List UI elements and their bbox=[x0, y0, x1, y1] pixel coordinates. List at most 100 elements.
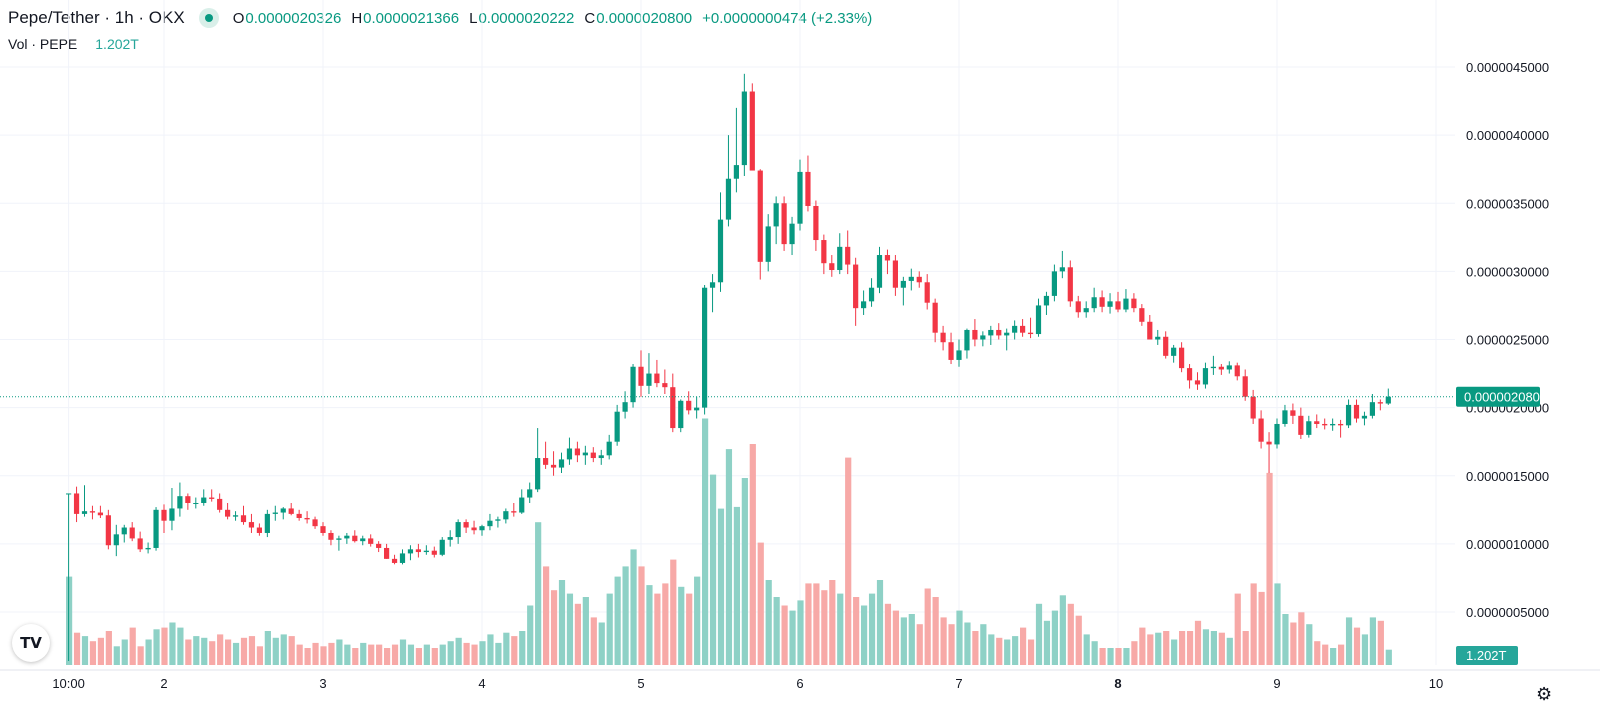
candle-body[interactable] bbox=[1194, 380, 1201, 385]
candle-body[interactable] bbox=[1274, 423, 1280, 445]
candle-body[interactable] bbox=[892, 260, 898, 288]
candle-body[interactable] bbox=[1322, 423, 1328, 426]
candle-body[interactable] bbox=[217, 498, 223, 510]
candle-body[interactable] bbox=[66, 493, 72, 495]
candle-body[interactable] bbox=[185, 496, 191, 503]
volume-label[interactable]: Vol · PEPE bbox=[8, 36, 78, 52]
candle-body[interactable] bbox=[598, 455, 604, 459]
candle-body[interactable] bbox=[1091, 297, 1097, 309]
candle-body[interactable] bbox=[1179, 347, 1185, 369]
candle-body[interactable] bbox=[765, 226, 771, 262]
candle-body[interactable] bbox=[1012, 325, 1018, 333]
candle-body[interactable] bbox=[861, 301, 867, 309]
candle-body[interactable] bbox=[988, 329, 994, 336]
candle-body[interactable] bbox=[1107, 301, 1113, 307]
candle-body[interactable] bbox=[209, 497, 215, 499]
candle-body[interactable] bbox=[232, 515, 239, 517]
candle-body[interactable] bbox=[940, 332, 946, 343]
candle-body[interactable] bbox=[773, 203, 779, 227]
candle-body[interactable] bbox=[431, 550, 437, 555]
market-status-icon[interactable] bbox=[198, 8, 219, 28]
candle-body[interactable] bbox=[1266, 441, 1272, 445]
candle-body[interactable] bbox=[1226, 365, 1232, 370]
candle-body[interactable] bbox=[972, 329, 978, 340]
candle-body[interactable] bbox=[749, 91, 755, 171]
candle-body[interactable] bbox=[1155, 336, 1161, 340]
candle-body[interactable] bbox=[455, 522, 461, 538]
candle-body[interactable] bbox=[264, 513, 270, 533]
candle-body[interactable] bbox=[1385, 396, 1391, 404]
candle-body[interactable] bbox=[1035, 305, 1042, 335]
candle-body[interactable] bbox=[399, 553, 406, 563]
candle-body[interactable] bbox=[590, 452, 596, 459]
candle-body[interactable] bbox=[1361, 415, 1368, 419]
gear-icon[interactable]: ⚙ bbox=[1536, 684, 1553, 705]
candle-body[interactable] bbox=[1115, 301, 1121, 310]
candle-body[interactable] bbox=[916, 276, 922, 283]
candle-body[interactable] bbox=[884, 255, 891, 261]
candle-body[interactable] bbox=[511, 511, 517, 513]
candle-body[interactable] bbox=[1218, 366, 1224, 370]
candle-body[interactable] bbox=[845, 246, 851, 265]
tradingview-logo-icon[interactable]: TV bbox=[12, 624, 50, 662]
candle-body[interactable] bbox=[1234, 365, 1240, 377]
candle-body[interactable] bbox=[853, 264, 859, 309]
candle-body[interactable] bbox=[161, 509, 167, 521]
candle-body[interactable] bbox=[240, 515, 247, 523]
candle-body[interactable] bbox=[622, 402, 628, 412]
candle-body[interactable] bbox=[1139, 308, 1145, 322]
candle-body[interactable] bbox=[384, 547, 390, 559]
candle-body[interactable] bbox=[996, 329, 1002, 336]
candle-body[interactable] bbox=[1186, 368, 1193, 381]
candle-body[interactable] bbox=[225, 509, 231, 517]
candle-body[interactable] bbox=[733, 165, 739, 179]
candle-body[interactable] bbox=[344, 535, 350, 539]
candle-body[interactable] bbox=[439, 539, 445, 555]
candle-body[interactable] bbox=[137, 538, 143, 550]
candle-body[interactable] bbox=[1131, 298, 1137, 309]
candle-body[interactable] bbox=[248, 522, 255, 528]
candle-body[interactable] bbox=[662, 383, 668, 388]
candle-body[interactable] bbox=[503, 511, 509, 520]
candle-body[interactable] bbox=[670, 387, 676, 429]
candle-body[interactable] bbox=[495, 519, 501, 521]
candle-body[interactable] bbox=[1369, 402, 1375, 416]
candle-body[interactable] bbox=[1314, 421, 1320, 424]
candle-body[interactable] bbox=[1250, 396, 1256, 419]
candle-body[interactable] bbox=[81, 511, 88, 514]
candle-body[interactable] bbox=[908, 276, 914, 281]
candle-body[interactable] bbox=[1298, 415, 1304, 435]
candle-body[interactable] bbox=[558, 459, 565, 468]
candle-body[interactable] bbox=[932, 302, 938, 333]
candle-body[interactable] bbox=[407, 549, 414, 554]
candle-body[interactable] bbox=[1330, 423, 1336, 426]
candle-body[interactable] bbox=[757, 170, 763, 262]
candle-body[interactable] bbox=[566, 448, 573, 460]
candle-body[interactable] bbox=[423, 550, 429, 553]
candle-body[interactable] bbox=[1345, 404, 1352, 426]
candle-body[interactable] bbox=[1258, 418, 1264, 442]
symbol-title[interactable]: Pepe/Tether · 1h · OKX bbox=[8, 8, 185, 27]
candle-body[interactable] bbox=[113, 534, 119, 546]
candle-body[interactable] bbox=[1210, 366, 1216, 369]
candle-body[interactable] bbox=[821, 240, 827, 264]
candle-body[interactable] bbox=[479, 526, 485, 531]
candle-body[interactable] bbox=[789, 223, 795, 245]
candle-body[interactable] bbox=[296, 513, 302, 518]
candle-body[interactable] bbox=[320, 526, 326, 533]
candle-body[interactable] bbox=[702, 287, 708, 408]
candle-body[interactable] bbox=[876, 255, 883, 288]
candle-body[interactable] bbox=[1099, 297, 1105, 307]
candle-body[interactable] bbox=[360, 538, 366, 542]
candle-body[interactable] bbox=[463, 522, 469, 528]
candle-body[interactable] bbox=[725, 178, 732, 220]
candle-body[interactable] bbox=[900, 280, 906, 288]
candle-body[interactable] bbox=[1163, 336, 1169, 356]
candle-body[interactable] bbox=[543, 458, 549, 465]
candle-body[interactable] bbox=[1123, 298, 1129, 310]
candle-body[interactable] bbox=[129, 527, 135, 539]
candle-body[interactable] bbox=[1306, 421, 1312, 435]
candle-body[interactable] bbox=[717, 219, 724, 283]
candle-body[interactable] bbox=[328, 532, 334, 540]
